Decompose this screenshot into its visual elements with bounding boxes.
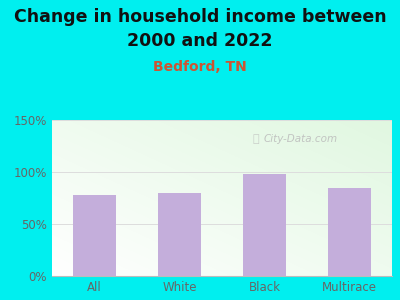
Text: City-Data.com: City-Data.com bbox=[263, 134, 337, 144]
Bar bbox=[328, 188, 371, 276]
Bar bbox=[73, 195, 116, 276]
Text: ⦿: ⦿ bbox=[253, 134, 259, 144]
Text: 2000 and 2022: 2000 and 2022 bbox=[127, 32, 273, 50]
Bar bbox=[158, 193, 201, 276]
Text: Change in household income between: Change in household income between bbox=[14, 8, 386, 26]
Bar bbox=[243, 174, 286, 276]
Text: Bedford, TN: Bedford, TN bbox=[153, 60, 247, 74]
